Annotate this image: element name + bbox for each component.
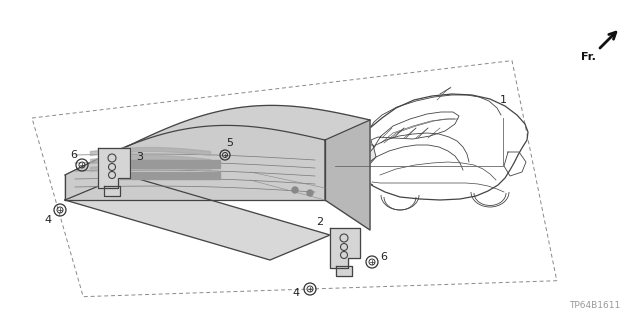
Polygon shape	[65, 175, 330, 260]
Circle shape	[307, 190, 313, 196]
Text: Fr.: Fr.	[581, 52, 596, 62]
Text: 4: 4	[44, 215, 52, 225]
Polygon shape	[120, 160, 220, 168]
Polygon shape	[361, 145, 376, 165]
Text: 4: 4	[292, 288, 300, 298]
Polygon shape	[336, 266, 352, 276]
Text: 1: 1	[499, 95, 506, 105]
Polygon shape	[325, 120, 370, 230]
Polygon shape	[65, 105, 370, 175]
Polygon shape	[104, 186, 120, 196]
Text: 6: 6	[381, 252, 387, 262]
Polygon shape	[98, 148, 130, 188]
Polygon shape	[65, 125, 325, 200]
Text: 3: 3	[136, 152, 143, 162]
Text: 6: 6	[70, 150, 77, 160]
Text: 5: 5	[227, 138, 234, 148]
Circle shape	[292, 187, 298, 193]
Polygon shape	[120, 172, 220, 179]
Text: 2: 2	[316, 217, 324, 227]
Text: TP64B1611: TP64B1611	[569, 301, 620, 310]
Polygon shape	[330, 228, 360, 268]
